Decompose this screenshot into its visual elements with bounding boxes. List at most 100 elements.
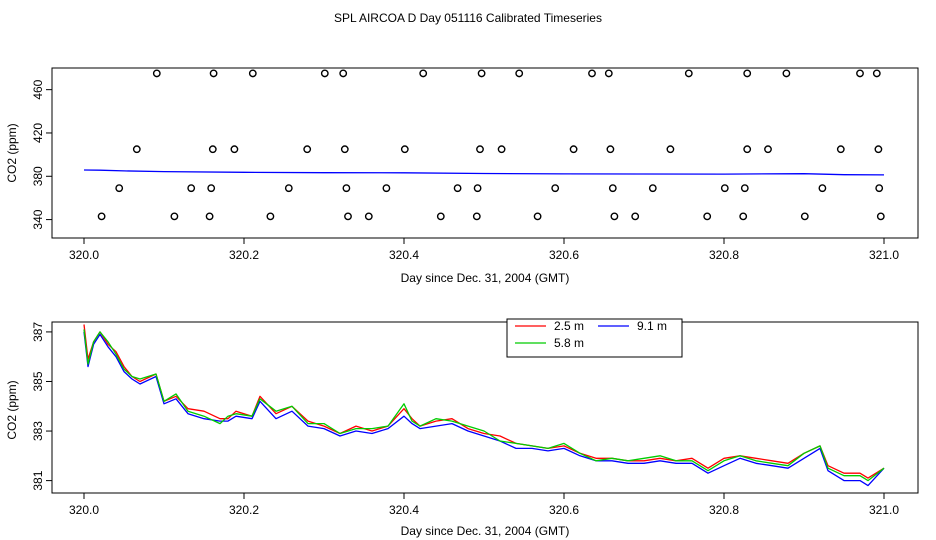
x-tick-label-top: 320.0: [69, 248, 99, 262]
standard-point: [339, 69, 348, 78]
series-line-2-5-m-bottom: [83, 324, 885, 479]
y-axis-label-bottom: CO2 (ppm): [5, 380, 19, 439]
standard-point: [604, 69, 613, 78]
legend-label-2-5m: 2.5 m: [554, 319, 584, 333]
standard-point: [666, 145, 675, 154]
standard-point: [208, 145, 217, 154]
standard-point: [453, 184, 462, 193]
standard-point: [209, 69, 218, 78]
panel-standards: 320.0 320.2 320.4 320.6 320.8 321.0 340 380 420…: [5, 67, 919, 285]
x-tick-label-bottom: 320.0: [69, 503, 99, 517]
legend-label-5-8m: 5.8 m: [554, 336, 584, 350]
standard-point: [569, 145, 578, 154]
standard-point: [419, 69, 428, 78]
y-tick-label-top: 460: [31, 79, 45, 99]
standard-point: [207, 184, 216, 193]
legend-box: [506, 318, 683, 358]
standard-point: [473, 184, 482, 193]
series-line-9-1-m-top: [83, 169, 885, 176]
x-tick-label-bottom: 320.2: [229, 503, 259, 517]
x-axis-top: 320.0 320.2 320.4 320.6 320.8 321.0: [69, 238, 899, 262]
legend: 2.5 m 9.1 m 5.8 m: [506, 318, 683, 358]
series-layer-bottom: [83, 324, 885, 487]
series-layer-top: [83, 169, 885, 176]
standard-point: [476, 145, 484, 154]
y-tick-label-bottom: 381: [31, 470, 45, 490]
standard-point: [648, 184, 657, 193]
x-tick-label-top: 320.2: [229, 248, 259, 262]
standard-point: [703, 212, 712, 221]
standard-point: [610, 212, 619, 221]
standard-point: [684, 69, 693, 78]
legend-label-9-1m: 9.1 m: [637, 319, 667, 333]
standard-point: [382, 184, 391, 193]
standard-point: [303, 145, 312, 154]
standard-point: [187, 184, 196, 193]
series-line-5-8-m-bottom: [83, 329, 885, 482]
standard-point: [631, 212, 640, 221]
y-axis-top: 340 380 420 460: [31, 79, 52, 230]
x-axis-label-top: Day since Dec. 31, 2004 (GMT): [401, 271, 570, 285]
standard-point: [472, 212, 481, 221]
panel-heights: 320.0 320.2 320.4 320.6 320.8 321.0 381 383 385…: [5, 318, 919, 538]
standard-point: [284, 184, 293, 193]
standard-point: [320, 69, 329, 78]
standard-point: [400, 145, 409, 154]
standards-points: [97, 69, 885, 221]
standard-point: [515, 69, 524, 78]
standard-point: [764, 145, 772, 154]
standard-point: [115, 184, 124, 193]
standard-point: [551, 184, 560, 193]
x-axis-label-bottom: Day since Dec. 31, 2004 (GMT): [401, 524, 570, 538]
plot-frame-top: [51, 67, 919, 239]
plot-frame-bottom: [51, 321, 919, 494]
standard-point: [743, 145, 752, 154]
standard-point: [340, 145, 349, 154]
y-tick-label-top: 380: [31, 166, 45, 186]
standard-point: [782, 69, 791, 78]
standard-point: [800, 212, 809, 221]
standard-point: [720, 184, 729, 193]
figure-title: SPL AIRCOA D Day 051116 Calibrated Times…: [334, 11, 602, 25]
standard-point: [874, 145, 883, 154]
y-tick-label-top: 340: [31, 209, 45, 229]
x-tick-label-top: 320.8: [709, 248, 739, 262]
standard-point: [342, 184, 351, 193]
y-tick-label-top: 420: [31, 123, 45, 143]
y-axis-bottom: 381 383 385 387: [31, 322, 52, 491]
x-tick-label-bottom: 320.8: [709, 503, 739, 517]
y-axis-label-top: CO2 (ppm): [5, 123, 19, 182]
standard-point: [856, 69, 864, 78]
standard-point: [497, 145, 506, 154]
standard-point: [97, 212, 106, 221]
x-tick-label-bottom: 320.4: [389, 503, 419, 517]
standard-point: [876, 212, 885, 221]
standard-point: [606, 145, 615, 154]
x-tick-label-top: 320.6: [549, 248, 579, 262]
standard-point: [477, 69, 486, 78]
x-tick-label-top: 321.0: [869, 248, 899, 262]
x-tick-label-top: 320.4: [389, 248, 419, 262]
x-tick-label-bottom: 320.6: [549, 503, 579, 517]
standard-point: [608, 184, 617, 193]
x-axis-bottom: 320.0 320.2 320.4 320.6 320.8 321.0: [69, 493, 899, 517]
x-tick-label-bottom: 321.0: [869, 503, 899, 517]
standard-point: [836, 145, 845, 154]
standard-point: [248, 69, 257, 78]
standard-point: [875, 184, 884, 193]
standard-point: [230, 145, 239, 154]
standard-point: [170, 212, 179, 221]
standard-point: [533, 212, 542, 221]
y-tick-label-bottom: 385: [31, 371, 45, 391]
standard-point: [344, 212, 352, 221]
y-tick-label-bottom: 383: [31, 421, 45, 441]
standard-point: [436, 212, 445, 221]
standard-point: [588, 69, 596, 78]
standard-point: [872, 69, 881, 78]
series-line-9-1-m-bottom: [83, 331, 885, 487]
standard-point: [818, 184, 827, 193]
standard-point: [152, 69, 161, 78]
standard-point: [205, 212, 214, 221]
standard-point: [739, 212, 748, 221]
standard-point: [740, 184, 749, 193]
